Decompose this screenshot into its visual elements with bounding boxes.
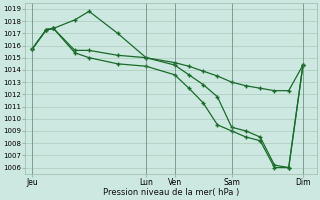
X-axis label: Pression niveau de la mer( hPa ): Pression niveau de la mer( hPa )	[103, 188, 239, 197]
